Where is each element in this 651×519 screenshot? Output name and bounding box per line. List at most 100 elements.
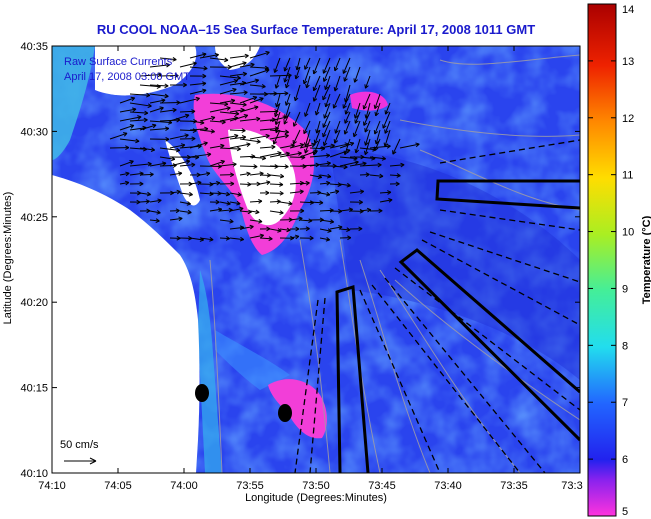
current-vector-head xyxy=(217,166,222,169)
current-vector-head xyxy=(317,176,322,180)
current-vector-head xyxy=(135,138,140,142)
current-vector-head xyxy=(239,225,244,228)
current-vector-head xyxy=(382,125,387,129)
current-vector xyxy=(159,147,180,151)
current-vector-head xyxy=(239,207,244,212)
land-staten-island xyxy=(95,46,197,96)
current-vector-head xyxy=(242,136,247,140)
current-vector-head xyxy=(274,126,279,129)
current-vector-head xyxy=(313,98,318,102)
current-vector-head xyxy=(396,175,401,178)
current-vector-head xyxy=(293,123,298,127)
current-vector-head xyxy=(249,224,254,227)
current-vector-head xyxy=(362,161,367,164)
current-vector xyxy=(369,145,391,149)
current-vector-head xyxy=(273,141,278,145)
current-vector xyxy=(284,66,291,83)
current-vector-head xyxy=(255,79,260,84)
current-vector xyxy=(119,172,130,176)
current-vector-head xyxy=(304,113,309,117)
surface-current-vectors xyxy=(109,50,420,242)
current-vector-head xyxy=(232,163,237,167)
current-vector-head xyxy=(324,85,326,90)
mooring-dot-1 xyxy=(195,384,209,402)
current-vector-head xyxy=(214,52,219,56)
current-vector-head xyxy=(313,139,316,144)
current-vector-head xyxy=(347,237,352,241)
current-vector xyxy=(259,237,273,240)
current-vector-head xyxy=(124,180,130,183)
current-vector-head xyxy=(259,97,264,99)
current-vector-head xyxy=(234,133,239,136)
current-vector-head xyxy=(275,103,277,108)
current-vector-head xyxy=(195,156,200,160)
x-tick-label: 74:10 xyxy=(38,480,66,492)
current-vector-head xyxy=(277,230,282,233)
current-vector xyxy=(249,172,264,176)
current-vector-head xyxy=(176,147,181,151)
current-time: April 17, 2008 03:00 GMT xyxy=(64,71,190,83)
current-vector-head xyxy=(353,158,358,161)
current-vector xyxy=(229,55,249,59)
current-vector-head xyxy=(172,56,177,61)
current-vector-head xyxy=(271,144,276,148)
current-vector-head xyxy=(275,85,280,89)
current-vector-head xyxy=(322,97,327,101)
x-axis: 74:10 74:05 74:00 73:55 73:50 73:45 73:40 73:35… xyxy=(38,46,583,492)
current-vector-head xyxy=(415,143,420,148)
current-vector-head xyxy=(326,182,331,186)
current-vector-head xyxy=(197,145,202,149)
current-vector xyxy=(209,120,226,123)
x-tick-label: 73:3 xyxy=(561,480,582,492)
offshore-band xyxy=(330,150,580,380)
current-vector-head xyxy=(365,172,370,175)
current-vector-head xyxy=(142,148,148,152)
current-vector-head xyxy=(318,174,323,178)
current-vector xyxy=(219,79,238,86)
current-vector-head xyxy=(258,221,263,224)
current-vector-head xyxy=(191,164,196,168)
current-vector-head xyxy=(165,62,171,66)
current-vector xyxy=(374,120,381,135)
current-vector-head xyxy=(378,208,383,212)
current-vector xyxy=(189,142,208,149)
current-vector-head xyxy=(230,174,235,178)
current-vector xyxy=(239,210,252,213)
current-vector xyxy=(342,57,351,74)
current-vector-head xyxy=(151,147,156,151)
current-vector-head xyxy=(225,194,230,197)
current-vector-head xyxy=(244,114,249,119)
current-vector-head xyxy=(215,199,220,203)
current-vector xyxy=(189,153,211,158)
current-vector-head xyxy=(374,131,379,135)
current-vector-head xyxy=(209,193,214,197)
current-vector-head xyxy=(172,109,177,113)
current-vector-head xyxy=(193,118,198,122)
current-vector-head xyxy=(157,74,162,78)
land-nj-coast xyxy=(52,175,200,473)
current-vector-head xyxy=(187,209,192,213)
current-vector xyxy=(249,234,264,239)
current-vector-head xyxy=(202,75,207,79)
current-vector xyxy=(219,111,239,115)
chart-title: RU COOL NOAA–15 Sea Surface Temperature:… xyxy=(97,22,535,37)
current-vector-head xyxy=(233,88,237,93)
colorbar xyxy=(587,3,617,517)
current-vector xyxy=(359,156,376,160)
current-vector xyxy=(209,192,222,195)
current-vector-head xyxy=(175,149,180,153)
current-vector xyxy=(389,174,401,177)
current-vector-head xyxy=(145,200,150,204)
current-vector-head xyxy=(145,199,150,202)
current-vector xyxy=(289,217,303,221)
current-vector-head xyxy=(197,180,202,183)
current-vector-head xyxy=(364,141,366,146)
current-vector-head xyxy=(392,151,397,155)
current-vector-head xyxy=(235,111,240,115)
current-vector-head xyxy=(338,226,343,230)
current-vector-head xyxy=(364,129,369,133)
current-vector-head xyxy=(345,111,349,115)
current-vector xyxy=(209,145,225,149)
current-vector xyxy=(364,75,371,89)
current-vector xyxy=(259,152,282,158)
